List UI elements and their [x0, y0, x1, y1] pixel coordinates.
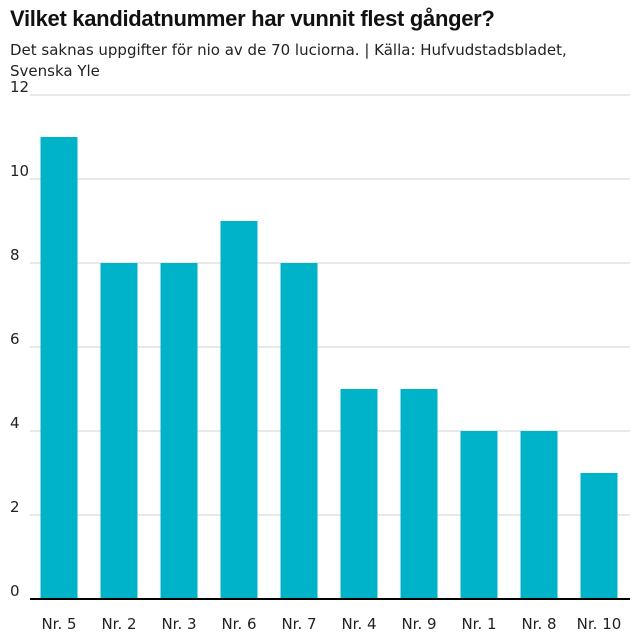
x-tick-label: Nr. 9 [401, 615, 436, 633]
x-tick-label: Nr. 3 [161, 615, 196, 633]
x-tick-label: Nr. 5 [41, 615, 76, 633]
bar-nr-9 [400, 389, 438, 599]
chart-title: Vilket kandidatnummer har vunnit flest g… [10, 6, 495, 31]
y-tick-label: 12 [10, 78, 29, 96]
bar-nr-10 [580, 473, 618, 599]
y-tick-label: 4 [10, 414, 20, 432]
y-tick-label: 10 [10, 162, 29, 180]
x-tick-label: Nr. 8 [521, 615, 556, 633]
bar-nr-2 [100, 263, 138, 599]
x-tick-label: Nr. 1 [461, 615, 496, 633]
chart-subtitle: Det saknas uppgifter för nio av de 70 lu… [10, 41, 567, 80]
x-tick-label: Nr. 4 [341, 615, 376, 633]
y-tick-label: 0 [10, 582, 20, 600]
bar-nr-6 [220, 221, 258, 599]
x-tick-label: Nr. 2 [101, 615, 136, 633]
x-tick-label: Nr. 6 [221, 615, 256, 633]
bar-nr-5 [40, 137, 78, 599]
bar-nr-1 [460, 431, 498, 599]
y-tick-label: 2 [10, 498, 20, 516]
y-tick-label: 6 [10, 330, 20, 348]
y-tick-label: 8 [10, 246, 20, 264]
bar-nr-4 [340, 389, 378, 599]
x-tick-label: Nr. 7 [281, 615, 316, 633]
bar-nr-7 [280, 263, 318, 599]
bar-nr-3 [160, 263, 198, 599]
bar-nr-8 [520, 431, 558, 599]
x-tick-label: Nr. 10 [577, 615, 622, 633]
